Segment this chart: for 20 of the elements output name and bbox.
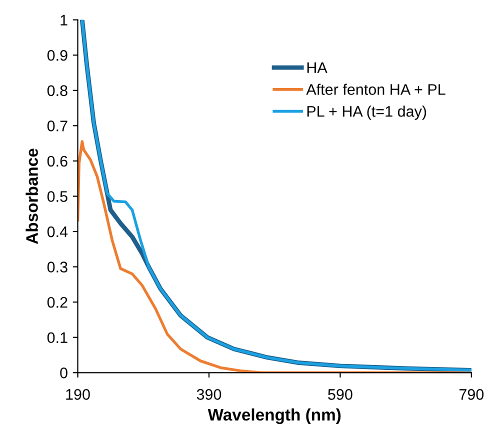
- y-tick-label: 0.4: [47, 226, 68, 238]
- y-tick-label: 0.7: [47, 120, 68, 132]
- y-tick-label: 0.8: [47, 85, 68, 96]
- y-tick-label: 0.9: [47, 50, 68, 61]
- y-tick-label: 0.1: [47, 332, 68, 344]
- x-tick-label: 390: [196, 389, 222, 400]
- y-tick-label: 0.3: [47, 262, 68, 272]
- y-tick-label: 0: [60, 368, 68, 378]
- legend-label: After fenton HA + PL: [306, 84, 446, 95]
- y-axis-title: Absorbance: [26, 148, 38, 244]
- y-tick-label: 0.2: [47, 296, 68, 308]
- x-tick-label: 590: [328, 389, 352, 400]
- legend-label: PL + HA (t=1 day): [307, 106, 426, 120]
- x-axis-title: Wavelength (nm): [208, 408, 341, 424]
- x-tick-label: 190: [66, 389, 90, 400]
- y-tick-label: 0.5: [47, 191, 68, 202]
- legend-label: HA: [307, 62, 328, 73]
- y-tick-label: 1: [60, 14, 68, 26]
- x-tick-label: 790: [459, 389, 484, 400]
- y-tick-label: 0.6: [47, 156, 68, 167]
